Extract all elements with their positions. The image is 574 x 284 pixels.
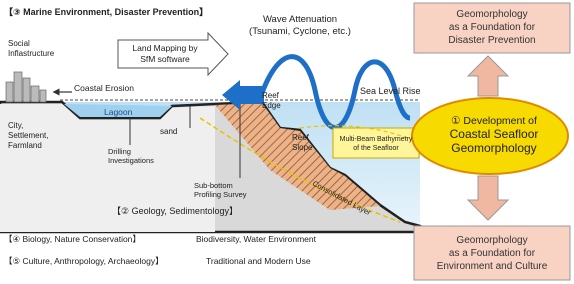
label: Sea Level Rise — [360, 86, 421, 96]
section-title: 【⑤ Culture, Anthropology, Archaeology】 — [4, 256, 164, 266]
text-line: of the Seafloor — [353, 145, 399, 152]
text-line: ① Development of — [451, 115, 537, 127]
text-line: (Tsunami, Cyclone, etc.) — [249, 26, 351, 37]
text-line: Geomorphology — [451, 141, 536, 155]
text-line: SfM software — [140, 54, 190, 64]
bathymetry-box — [333, 128, 419, 158]
label: Wave Attenuation(Tsunami, Cyclone, etc.) — [249, 14, 351, 37]
text-line: as a Foundation for — [449, 22, 536, 33]
text-line: Profiling Survey — [194, 190, 247, 199]
text-line: Sub-bottom — [194, 181, 233, 190]
up-arrow — [468, 56, 508, 96]
text-line: Geomorphology — [456, 9, 527, 20]
text-line: Disaster Prevention — [448, 35, 535, 46]
text-line: Reef — [262, 91, 280, 100]
text-line: Multi-Beam Bathymetry — [340, 136, 413, 143]
buildings — [6, 72, 46, 102]
label: Lagoon — [104, 107, 133, 117]
box-text: Geomorphology as a Foundation for Disaster… — [448, 9, 535, 46]
down-arrow — [468, 176, 508, 220]
text-line: Wave Attenuation — [263, 14, 337, 25]
section-note: Biodiversity, Water Environment — [196, 234, 317, 244]
text-line: Social — [8, 39, 30, 48]
section-title: 【② Geology, Sedimentology】 — [112, 206, 238, 216]
text-line: Environment and Culture — [437, 261, 548, 272]
text-line: City, — [8, 121, 23, 130]
text-line: Geomorphology — [456, 235, 527, 246]
text-line: Farmland — [8, 141, 42, 150]
text-line: Investigations — [108, 156, 154, 165]
text-line: as a Foundation for — [449, 248, 536, 259]
text-line: Settlement, — [8, 131, 48, 140]
text-line: Coastal Seafloor — [450, 127, 539, 141]
text-line: Edge — [262, 101, 281, 110]
label: sand — [160, 127, 177, 136]
label: Coastal Erosion — [74, 83, 134, 93]
section-note: Traditional and Modern Use — [206, 256, 311, 266]
section-title: 【④ Biology, Nature Conservation】 — [4, 234, 141, 244]
section-title: 【③ Marine Environment, Disaster Preventi… — [4, 7, 208, 17]
text-line: Inflastructure — [8, 49, 55, 58]
text-line: Reef — [292, 133, 310, 142]
text-line: Slope — [292, 143, 313, 152]
text-line: Land Mapping by — [132, 43, 198, 53]
text-line: Drilling — [108, 147, 131, 156]
diagram: 【③ Marine Environment, Disaster Preventi… — [0, 0, 574, 284]
